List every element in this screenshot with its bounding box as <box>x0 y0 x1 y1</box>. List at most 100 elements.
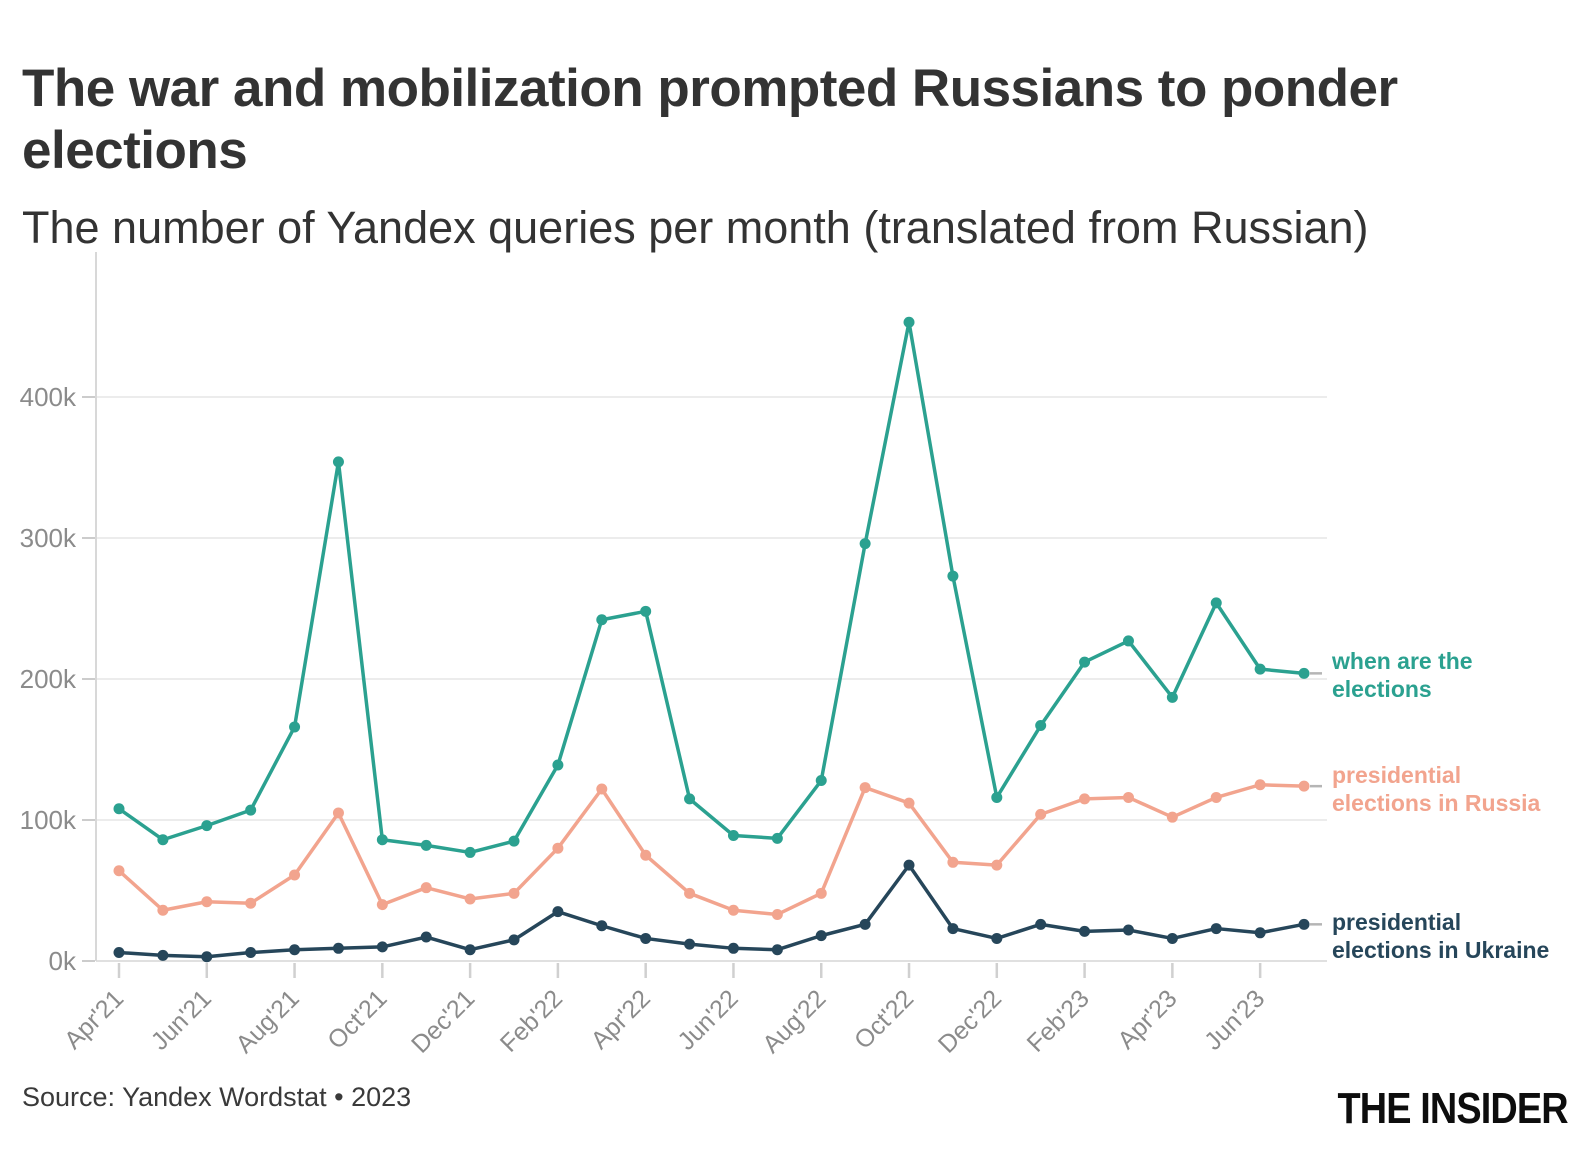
data-point <box>859 538 871 550</box>
data-point <box>771 944 783 956</box>
data-point <box>1035 918 1047 930</box>
data-point <box>1298 780 1310 792</box>
data-point <box>1210 597 1222 609</box>
data-point <box>376 941 388 953</box>
x-tick-label: Apr'21 <box>59 984 129 1054</box>
data-point <box>727 830 739 842</box>
data-point <box>640 849 652 861</box>
data-point <box>640 605 652 617</box>
series-line-1 <box>117 783 1306 917</box>
data-point <box>947 856 959 868</box>
data-point <box>815 775 827 787</box>
data-point <box>684 793 696 805</box>
data-point <box>245 897 257 909</box>
data-point <box>508 835 520 847</box>
source-note: Source: Yandex Wordstat • 2023 <box>22 1082 412 1112</box>
x-tick-label: Jun'23 <box>1199 984 1270 1055</box>
data-point <box>1298 918 1310 930</box>
series-line-2 <box>117 863 1306 959</box>
x-tick-label: Aug'21 <box>231 984 305 1058</box>
data-point <box>332 456 344 468</box>
data-point <box>1254 779 1266 791</box>
data-point <box>1254 663 1266 675</box>
data-point <box>420 839 432 851</box>
x-tick-label: Oct'21 <box>322 984 392 1054</box>
x-tick-label: Apr'23 <box>1112 984 1182 1054</box>
data-point <box>157 904 169 916</box>
data-point <box>991 791 1003 803</box>
data-point <box>552 842 564 854</box>
data-point <box>289 721 301 733</box>
data-point <box>815 887 827 899</box>
data-point <box>245 804 257 816</box>
data-point <box>859 782 871 794</box>
data-point <box>464 944 476 956</box>
x-tick-label: Jun'21 <box>146 984 217 1055</box>
data-point <box>420 931 432 943</box>
x-tick-label: Dec'21 <box>406 984 480 1058</box>
data-point <box>1166 932 1178 944</box>
data-point <box>596 614 608 626</box>
data-point <box>1122 924 1134 936</box>
data-point <box>1210 923 1222 935</box>
data-point <box>245 947 257 959</box>
data-point <box>903 316 915 328</box>
data-point <box>113 803 125 815</box>
series-line-0 <box>117 320 1306 855</box>
data-point <box>684 938 696 950</box>
data-point <box>596 920 608 932</box>
data-point <box>947 923 959 935</box>
data-point <box>947 570 959 582</box>
data-point <box>508 934 520 946</box>
x-tick-label: Aug'22 <box>757 984 831 1058</box>
data-point <box>1079 925 1091 937</box>
legend-label-2: presidential elections in Ukraine <box>1332 909 1550 964</box>
data-point <box>596 783 608 795</box>
data-point <box>332 942 344 954</box>
data-point <box>157 834 169 846</box>
data-point <box>1079 793 1091 805</box>
data-point <box>1035 808 1047 820</box>
y-tick-label: 200k <box>20 664 77 694</box>
data-point <box>1122 635 1134 647</box>
data-point <box>289 869 301 881</box>
data-point <box>1122 791 1134 803</box>
y-tick-label: 100k <box>20 805 77 835</box>
y-tick-label: 400k <box>20 382 77 412</box>
data-point <box>1079 656 1091 668</box>
data-point <box>859 918 871 930</box>
data-point <box>727 942 739 954</box>
x-tick-label: Dec'22 <box>933 984 1007 1058</box>
legend-label-1: presidential elections in Russia <box>1332 762 1541 817</box>
data-point <box>201 896 213 908</box>
data-point <box>727 904 739 916</box>
data-point <box>903 797 915 809</box>
data-point <box>508 887 520 899</box>
x-tick-label: Oct'22 <box>849 984 919 1054</box>
data-point <box>771 908 783 920</box>
data-point <box>640 932 652 944</box>
x-tick-label: Feb'23 <box>1022 984 1095 1057</box>
page-subtitle: The number of Yandex queries per month (… <box>22 202 1369 253</box>
data-point <box>464 846 476 858</box>
x-tick-label: Jun'22 <box>672 984 743 1055</box>
publisher-logo: THE INSIDER <box>1337 1084 1569 1133</box>
legend-label-0: when are the elections <box>1332 648 1473 703</box>
data-point <box>991 932 1003 944</box>
data-point <box>771 832 783 844</box>
data-point <box>903 859 915 871</box>
data-point <box>376 899 388 911</box>
data-point <box>1298 667 1310 679</box>
data-point <box>552 906 564 918</box>
data-point <box>1166 811 1178 823</box>
data-point <box>464 893 476 905</box>
y-tick-label: 300k <box>20 523 77 553</box>
data-point <box>1210 791 1222 803</box>
data-point <box>420 882 432 894</box>
data-point <box>815 930 827 942</box>
data-point <box>376 834 388 846</box>
data-point <box>201 820 213 832</box>
data-point <box>1166 691 1178 703</box>
data-point <box>113 865 125 877</box>
